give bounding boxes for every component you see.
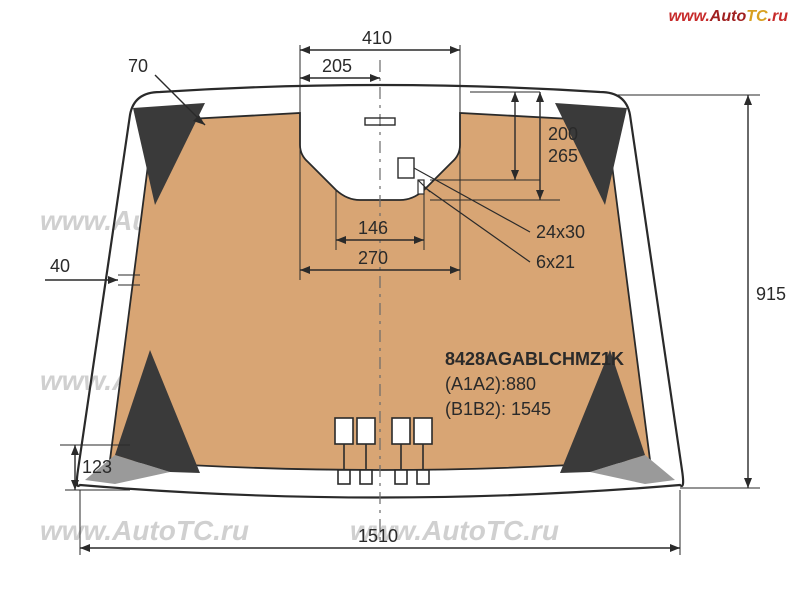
dim-410-label: 410 [362,28,392,48]
sensor-24x30 [398,158,414,178]
dim-6x21-label: 6x21 [536,252,575,272]
windshield-diagram: 410 205 70 40 [0,0,800,600]
dim-40-label: 40 [50,256,70,276]
dim-1510-label: 1510 [358,526,398,546]
dim-915-label: 915 [756,284,786,304]
dim-24x30-label: 24x30 [536,222,585,242]
dim-270-label: 270 [358,248,388,268]
part-b1b2: (B1B2): 1545 [445,399,551,419]
dim-265-label: 265 [548,146,578,166]
part-a1a2: (A1A2):880 [445,374,536,394]
dim-146-label: 146 [358,218,388,238]
dim-70-label: 70 [128,56,148,76]
diagram-canvas: www.AutoTC.ru www.AutoTC.ru www.AutoTC.r… [0,0,800,600]
part-number: 8428AGABLCHMZ1K [445,349,624,369]
dim-200-label: 200 [548,124,578,144]
dim-205: 205 [300,56,380,82]
sensor-6x21 [418,180,424,194]
dim-123-label: 123 [82,457,112,477]
dim-40: 40 [45,256,140,285]
dim-205-label: 205 [322,56,352,76]
